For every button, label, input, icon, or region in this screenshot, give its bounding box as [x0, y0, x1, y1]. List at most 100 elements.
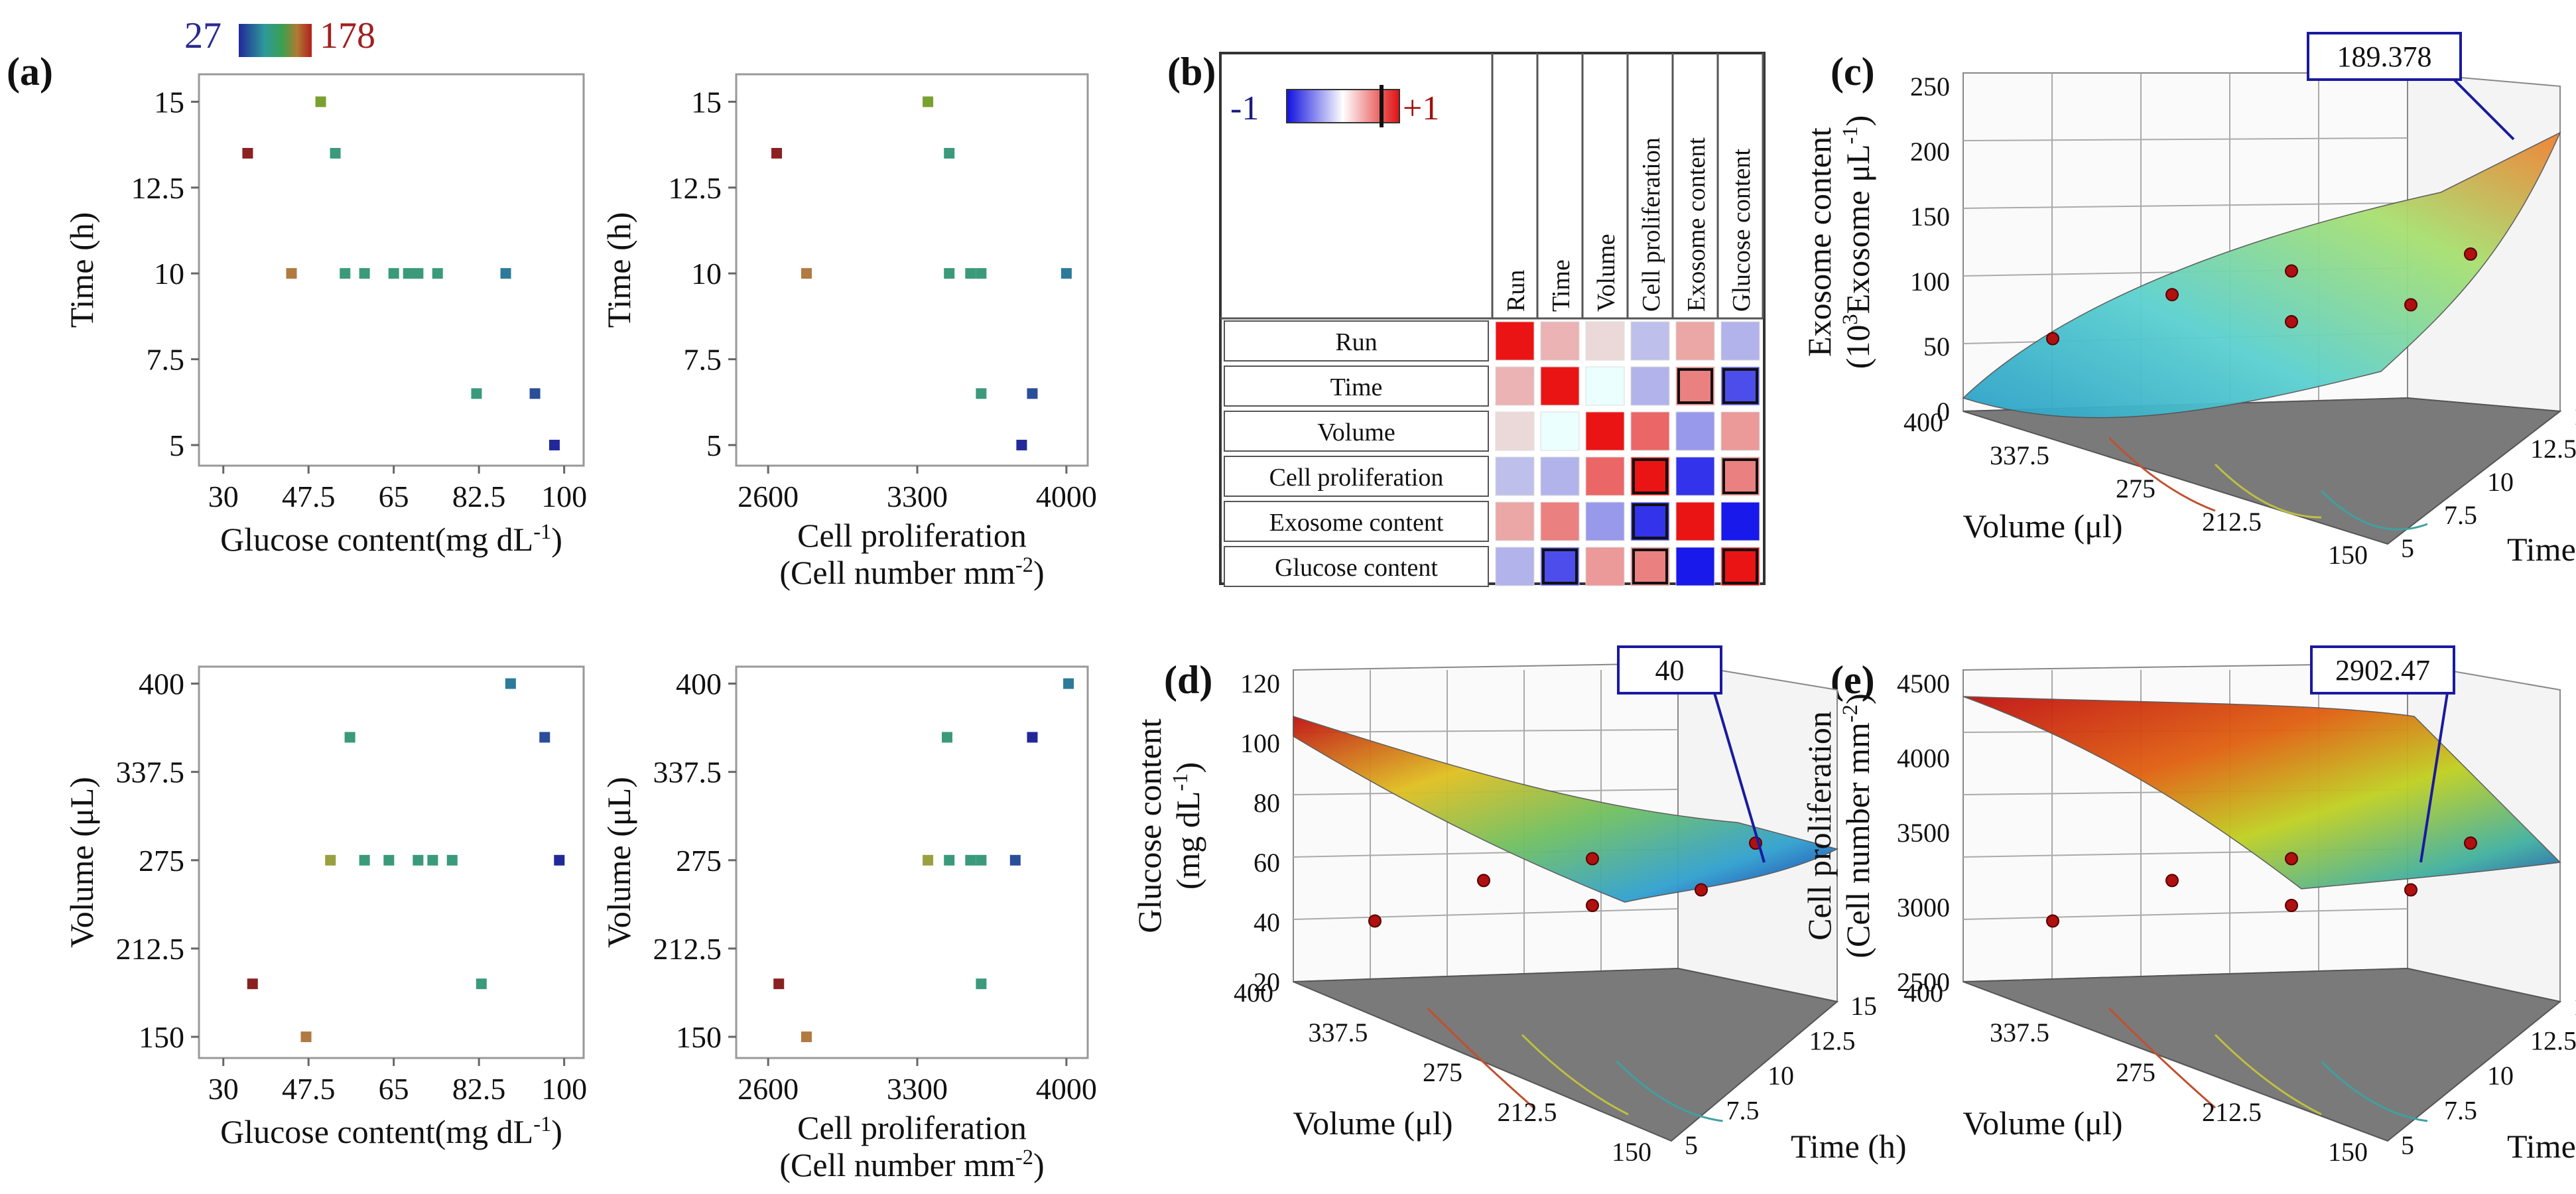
y-tick-label: 5: [169, 429, 184, 462]
y-tick-label: 275: [139, 844, 184, 878]
data-point: [539, 732, 550, 743]
corr-cell: [1720, 456, 1760, 496]
data-point: [923, 854, 934, 866]
x-tick-label: 7.5: [2444, 500, 2477, 530]
z-axis-title-line2-part: (Cell number mm: [1839, 722, 1876, 959]
data-point: [923, 96, 934, 107]
corr-cell: [1630, 501, 1670, 541]
x-axis-title-line2-part: ): [1033, 554, 1045, 591]
corr-cell: [1540, 366, 1580, 406]
design-point: [2404, 883, 2417, 897]
x-axis-title-line2-part: (Cell number mm: [779, 1146, 1015, 1183]
x-axis-title: Time (h): [2507, 1128, 2576, 1165]
design-point: [2285, 264, 2298, 278]
corr-cell-highlight: [1722, 368, 1758, 404]
surface-exosome-content: 0 50 100 150 200 250 400 337.5 275 212.5 150 5 7.5 10…: [1801, 32, 2576, 570]
corr-row-label: Glucose content: [1275, 554, 1438, 582]
floor-plane: [1293, 967, 1839, 1142]
corr-col-label: Time: [1547, 259, 1575, 312]
y-tick-label: 15: [154, 85, 184, 119]
y-tick-label: 150: [2328, 540, 2368, 570]
x-tick-label: 100: [541, 1072, 587, 1106]
corr-row-label: Volume: [1317, 419, 1395, 446]
plot-frame: [198, 73, 585, 467]
corr-cell: [1585, 547, 1625, 586]
data-point: [359, 268, 370, 279]
x-tick-label: 30: [208, 480, 239, 513]
data-point: [548, 439, 560, 450]
z-axis-title-line2-part: ): [1839, 693, 1876, 704]
corr-cell: [1630, 411, 1670, 451]
colorbar-a: 27 178: [184, 15, 375, 57]
z-axis-title-line2-part: (mg dL: [1169, 791, 1206, 890]
z-axis-title-line2: (103Exosome μL-1): [1838, 115, 1876, 369]
corr-cell-highlight: [1632, 458, 1668, 494]
corr-cell: [1675, 456, 1715, 496]
z-tick-label: 150: [1910, 202, 1950, 232]
data-point: [965, 268, 976, 279]
x-axis-title-part: ): [551, 1113, 562, 1150]
data-point: [247, 978, 258, 990]
y-tick-label: 337.5: [1309, 1018, 1368, 1047]
corr-cell: [1495, 547, 1535, 586]
y-tick-label: 5: [706, 429, 722, 462]
z-axis-title-line2-part: (10: [1839, 325, 1876, 369]
data-point: [413, 854, 424, 866]
design-point: [1586, 899, 1599, 912]
data-point: [965, 854, 976, 866]
corr-col-label: Cell proliferation: [1638, 137, 1665, 312]
x-tick-label: 82.5: [452, 480, 506, 513]
data-point: [976, 388, 987, 399]
y-tick-label: 337.5: [116, 756, 185, 789]
design-point: [2046, 332, 2059, 346]
data-point: [344, 732, 355, 743]
y-tick-label: 275: [1423, 1057, 1462, 1087]
data-point: [944, 268, 955, 279]
value-box: [2307, 32, 2462, 81]
x-axis-title-line2-part: (Cell number mm: [779, 554, 1015, 591]
x-axis-title-line2: (Cell number mm-2): [779, 553, 1044, 591]
y-axis-title: Volume (μl): [1963, 507, 2122, 545]
y-tick-label: 212.5: [1498, 1097, 1557, 1127]
corr-cell: [1630, 456, 1670, 496]
y-tick-label: 400: [1234, 978, 1273, 1008]
x-tick-label: 5: [1685, 1130, 1698, 1160]
data-point: [771, 148, 783, 159]
z-tick-label: 3500: [1897, 818, 1950, 848]
corr-cell: [1540, 501, 1580, 541]
z-tick-label: 50: [1923, 332, 1950, 362]
floor-contour: [1427, 1007, 1535, 1109]
y-tick-label: 337.5: [1990, 440, 2049, 470]
corr-row-label: Run: [1335, 328, 1377, 356]
x-tick-label: 30: [208, 1072, 239, 1106]
x-tick-label: 7.5: [2444, 1096, 2477, 1126]
data-point: [976, 854, 987, 866]
grid-line: [1293, 729, 1679, 733]
y-tick-label: 275: [2116, 474, 2156, 503]
corr-cell: [1630, 366, 1670, 406]
data-point: [1009, 854, 1021, 866]
data-point: [801, 268, 812, 279]
corr-cell: [1495, 456, 1535, 496]
corr-cell: [1720, 411, 1760, 451]
grid-line: [1293, 908, 1679, 920]
floor-contour: [2108, 436, 2216, 512]
corr-cell-highlight: [1722, 549, 1758, 584]
y-tick-label: 150: [2328, 1137, 2368, 1167]
x-tick-label: 15: [2573, 991, 2576, 1021]
floor-contour: [2214, 463, 2322, 519]
corr-row-label-box: [1224, 456, 1489, 497]
z-tick-label: 40: [1254, 907, 1280, 937]
y-tick-label: 212.5: [2202, 507, 2262, 537]
value-box: [2310, 645, 2455, 695]
value-pointer: [1713, 693, 1766, 863]
data-point: [505, 678, 516, 689]
corr-cell: [1540, 321, 1580, 361]
panel-label-c: (c): [1831, 50, 1875, 94]
design-point: [2404, 298, 2417, 312]
scatter-time-vs-glucose: 30 47.5 65 82.5 100 5 7.5 10 12.5 15 Glucose conte…: [63, 73, 587, 558]
scatter-volume-vs-glucose: 30 47.5 65 82.5 100 150 212.5 275 337.5 400 Glucos…: [63, 665, 587, 1150]
floor-plane: [1963, 397, 2562, 545]
correlation-matrix: -1 +1 Run Time Volume Cell proliferation Exo…: [1219, 52, 1766, 587]
value-box-label: 189.378: [2337, 40, 2432, 73]
